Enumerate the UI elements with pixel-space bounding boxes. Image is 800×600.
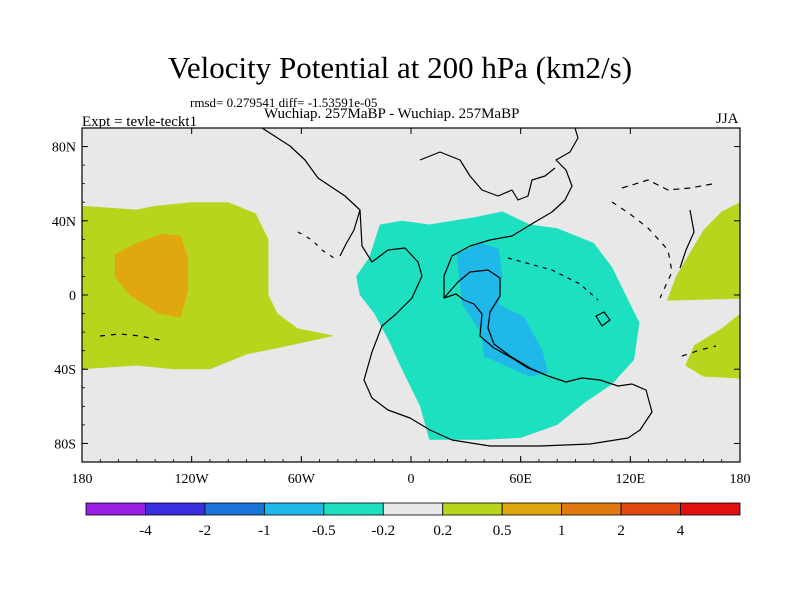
colorbar-label: -1: [258, 523, 271, 539]
east-island-chain-1: [621, 179, 713, 191]
axes: 180 120W 60W 0 60E 120E 180 80N 40N 0 40S 80S: [52, 127, 751, 487]
colorbar-swatch: [323, 502, 384, 516]
x-tick-label: 60E: [509, 472, 532, 487]
west-island-chain: [297, 231, 335, 259]
colorbar-label: -0.2: [371, 523, 395, 539]
colorbar: -4 -2 -1 -0.5 -0.2 0.2 0.5 1 2 4: [85, 502, 741, 539]
experiment-subtitle: Wuchiap. 257MaBP - Wuchiap. 257MaBP: [264, 106, 520, 122]
y-tick-label: 0: [69, 289, 76, 304]
region-pacific-positive-core: [114, 233, 188, 318]
colorbar-label: -2: [199, 523, 212, 539]
experiment-label: Expt = tevle-teckt1: [82, 114, 198, 130]
pangea-coastline: [261, 128, 653, 447]
colorbar-label: 0.2: [433, 523, 452, 539]
colorbar-swatch: [382, 502, 444, 516]
colorbar-label: 2: [617, 523, 625, 539]
rmsd-diff-stats: rmsd= 0.279541 diff= -1.53591e-05: [190, 95, 378, 110]
region-southwest-pacific-positive: [685, 313, 740, 379]
colorbar-swatch: [442, 502, 503, 516]
x-tick-label: 0: [408, 472, 415, 487]
colorbar-label: 0.5: [493, 523, 512, 539]
x-tick-label: 120W: [175, 472, 210, 487]
x-tick-label: 180: [72, 472, 93, 487]
colorbar-swatch: [145, 502, 206, 516]
colorbar-swatch: [620, 502, 681, 516]
east-island-chain-2: [679, 209, 695, 269]
east-island-chain-3: [611, 201, 673, 299]
season-label: JJA: [716, 111, 739, 127]
chart-title: Velocity Potential at 200 hPa (km2/s): [167, 50, 633, 85]
y-tick-label: 80N: [52, 141, 76, 156]
colorbar-swatch: [263, 502, 325, 516]
mid-coast-inlet: [339, 209, 361, 257]
central-island-chain: [507, 257, 599, 301]
colorbar-swatch: [85, 502, 146, 516]
y-tick-label: 40N: [52, 215, 76, 230]
y-tick-label: 40S: [54, 363, 76, 378]
southern-island: [595, 311, 611, 327]
colorbar-swatch: [501, 502, 563, 516]
colorbar-label: -4: [139, 523, 152, 539]
x-tick-label: 120E: [616, 472, 646, 487]
region-eastern-hemisphere-negative-core: [456, 243, 549, 377]
colorbar-swatch: [204, 502, 265, 516]
colorbar-swatch: [561, 502, 622, 516]
colorbar-label: 4: [677, 523, 685, 539]
inner-coastline: [443, 293, 549, 377]
arctic-coastline: [419, 151, 556, 201]
x-tick-label: 180: [730, 472, 751, 487]
region-west-pacific-positive: [666, 202, 740, 301]
y-tick-label: 80S: [54, 437, 76, 452]
colorbar-label: 1: [558, 523, 566, 539]
colorbar-swatch: [680, 502, 741, 516]
coastlines: [99, 128, 717, 447]
contour-regions: [82, 202, 740, 440]
x-tick-label: 60W: [288, 472, 316, 487]
colorbar-label: -0.5: [312, 523, 336, 539]
